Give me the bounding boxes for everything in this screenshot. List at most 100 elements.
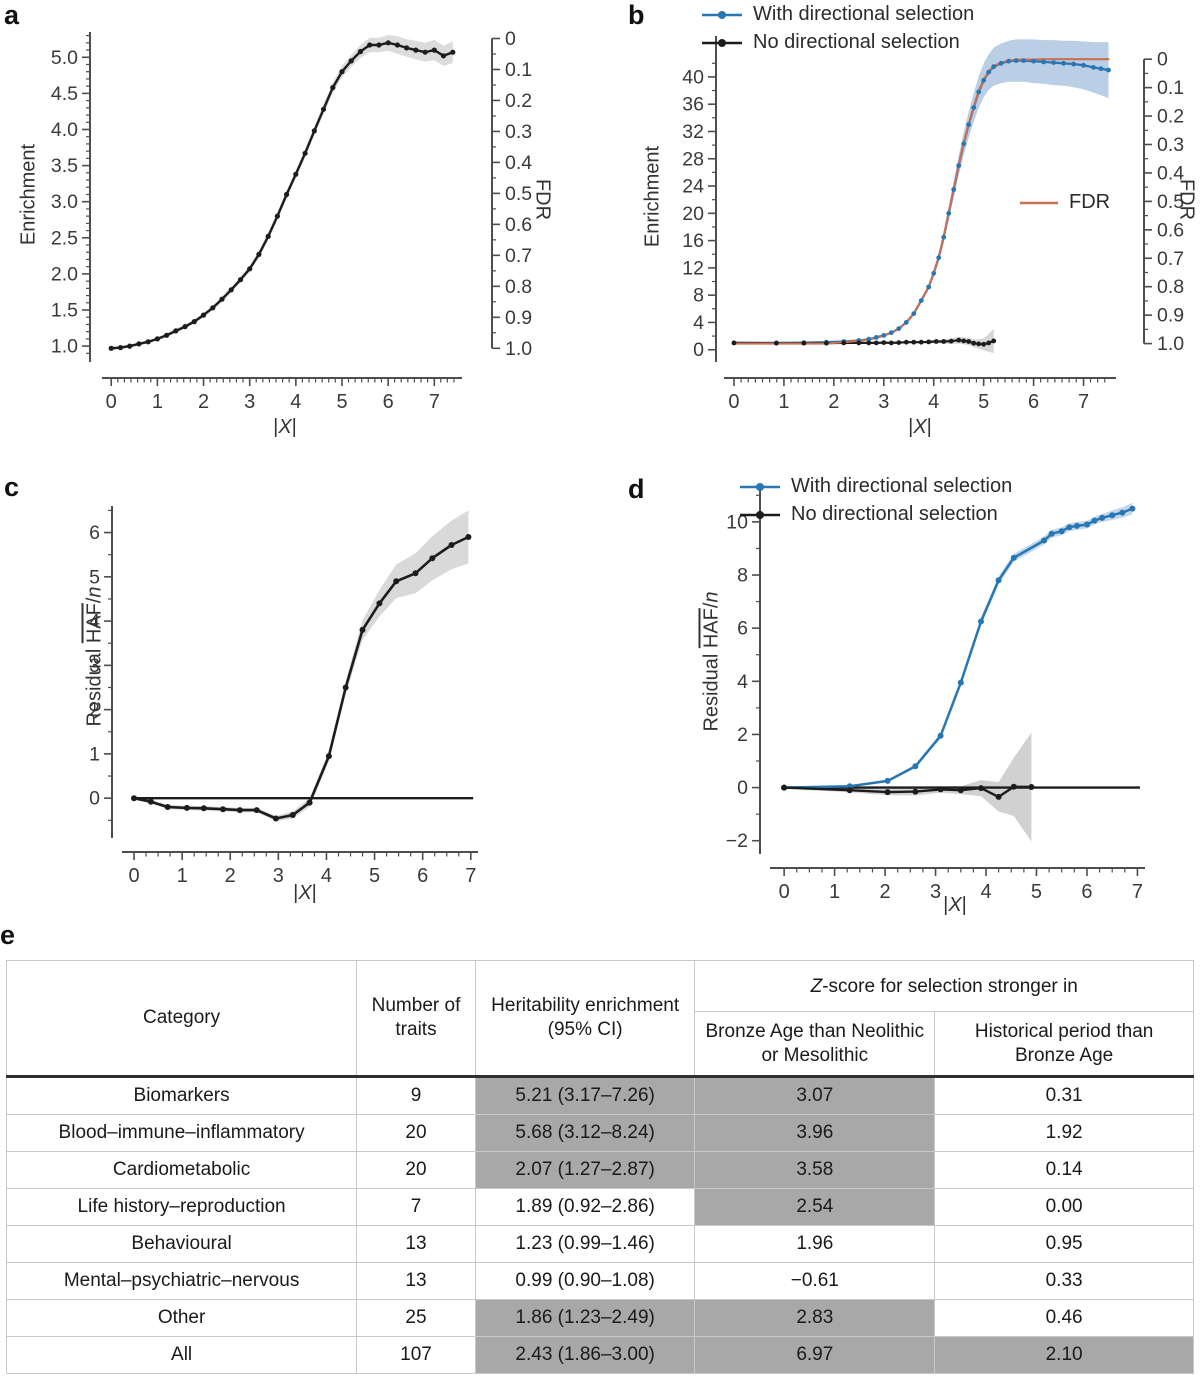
y-axis-label-enrichment: Enrichment	[17, 143, 40, 246]
data-point	[918, 339, 924, 345]
data-point	[1119, 509, 1126, 516]
x-tick-label: 3	[244, 391, 255, 413]
cell-category: Mental–psychiatric–nervous	[5, 1262, 358, 1301]
y-tick-label: 6	[737, 618, 748, 640]
cell-z_hist: 0.31	[934, 1076, 1194, 1116]
data-point	[912, 763, 919, 770]
y-tick-label: 6	[89, 522, 100, 544]
panel-c: c Residual HAF/n |X| 0 1 2 3 4 5 6 0 1 2 3 4 5 6 7	[0, 462, 600, 934]
table-header: Category Number of traits Heritability e…	[5, 959, 1194, 1079]
data-point	[236, 807, 243, 814]
data-point	[293, 171, 299, 177]
cell-z_bronze: 2.83	[694, 1299, 936, 1338]
y-tick-label: 40	[682, 66, 704, 88]
data-point	[881, 333, 887, 338]
y-tick-label: 1.5	[51, 300, 78, 322]
right-tick-label: 0.2	[505, 90, 532, 112]
y-tick-label: −2	[726, 830, 748, 852]
data-point	[991, 338, 997, 344]
chart-a: 1.0 1.5 2.0 2.5 3.0 3.5 4.0 4.5 5.0 0 1 2 3 4 5 6 7 0 0.1 0…	[51, 28, 532, 413]
series-line	[782, 507, 1134, 789]
data-point	[884, 777, 891, 784]
table-row: Other 25 1.86 (1.23–2.49) 2.83 0.46	[5, 1299, 1194, 1338]
cell-n: 25	[356, 1299, 476, 1338]
data-point	[359, 626, 366, 633]
cell-category: Cardiometabolic	[5, 1151, 358, 1190]
x-tick-label: 6	[383, 391, 394, 413]
x-tick-label: 7	[465, 865, 476, 887]
header-z-historical: Historical period than Bronze Age	[934, 1010, 1194, 1079]
confidence-band	[111, 34, 453, 350]
data-point	[981, 341, 987, 347]
x-tick-label: 6	[417, 865, 428, 887]
data-point	[164, 332, 170, 338]
right-tick-label: 0.4	[1157, 162, 1184, 184]
data-point	[448, 542, 455, 548]
data-point	[320, 106, 327, 112]
x-tick-label: 2	[198, 391, 209, 413]
data-point	[774, 340, 779, 346]
data-point	[1010, 554, 1017, 561]
y-axis-label-fdr: FDR	[531, 178, 554, 221]
cell-z_hist: 0.14	[934, 1151, 1194, 1190]
y-tick-label: 4	[89, 611, 100, 633]
data-point	[978, 785, 984, 792]
right-tick-label: 0.6	[1157, 219, 1184, 241]
legend-b: With directional selection No directiona…	[700, 2, 974, 55]
data-point	[237, 277, 244, 283]
y-tick-label: 0	[89, 788, 100, 810]
data-point	[330, 85, 336, 91]
right-tick-label: 0.4	[505, 152, 532, 174]
panel-e: e Category Number of traits Heritability…	[0, 920, 1200, 1380]
y-tick-label: 4.5	[51, 83, 78, 105]
y-tick-label: 8	[693, 285, 704, 307]
data-point	[961, 141, 967, 147]
data-point	[422, 49, 428, 55]
data-point	[841, 340, 847, 346]
data-point	[873, 340, 879, 346]
data-point	[941, 339, 947, 344]
data-point	[991, 64, 997, 70]
data-point	[274, 213, 280, 219]
cell-z_bronze: 3.58	[694, 1151, 936, 1190]
y-tick-label: 4.0	[51, 119, 78, 141]
data-point	[412, 570, 419, 577]
table-row: Blood–immune–inflammatory 20 5.68 (3.12–8.…	[5, 1114, 1194, 1153]
x-tick-label: 0	[128, 865, 139, 887]
y-tick-label: 36	[682, 94, 704, 116]
line-marker-orange-icon	[1018, 196, 1060, 210]
data-point	[431, 47, 437, 53]
x-tick-label: 3	[273, 865, 284, 887]
data-point	[986, 340, 992, 346]
x-axis-label: |X|	[943, 894, 967, 916]
cell-z_bronze: 1.96	[694, 1225, 936, 1264]
legend-item-with-selection: With directional selection	[700, 2, 974, 27]
data-point	[971, 340, 977, 346]
data-point	[926, 339, 932, 345]
y-tick-label: 28	[682, 148, 704, 170]
data-point	[896, 340, 902, 345]
data-point	[136, 341, 142, 347]
data-point	[1084, 521, 1090, 528]
data-point	[339, 69, 345, 75]
right-tick-label: 0.7	[505, 245, 532, 267]
line-dot-marker-black-icon	[738, 508, 782, 522]
data-point	[342, 684, 349, 691]
data-point	[1066, 524, 1073, 531]
data-point	[995, 577, 1002, 584]
data-point	[191, 319, 197, 325]
data-point	[971, 105, 977, 110]
line-dot-marker-blue-icon	[700, 8, 744, 22]
y-tick-label: 12	[682, 257, 704, 279]
y-tick-label: 1	[89, 743, 100, 765]
x-tick-label: 1	[778, 391, 789, 413]
cell-z_bronze: 3.96	[694, 1114, 936, 1153]
right-tick-label: 0	[505, 28, 516, 50]
data-point	[210, 305, 216, 311]
data-point	[429, 555, 436, 562]
data-point	[348, 58, 354, 64]
data-point	[131, 795, 137, 802]
table-body: Biomarkers 9 5.21 (3.17–7.26) 3.07 0.31 Blood…	[5, 1076, 1194, 1375]
right-tick-label: 0.9	[1157, 305, 1184, 327]
data-point	[957, 787, 964, 794]
